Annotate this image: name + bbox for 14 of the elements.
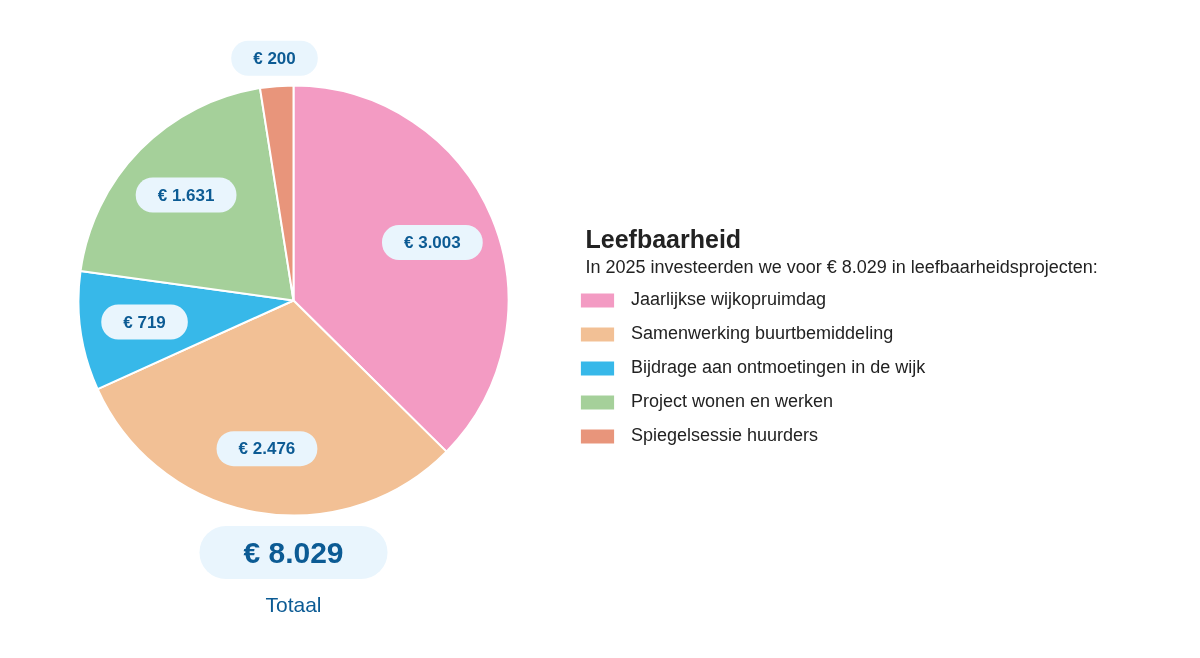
data-label: € 3.003	[404, 232, 461, 252]
data-label: € 719	[123, 312, 166, 332]
data-label: € 2.476	[238, 439, 296, 459]
data-label: € 1.631	[157, 185, 215, 205]
legend-label: Bijdrage aan ontmoetingen in de wijk	[631, 357, 926, 378]
legend-label: Spiegelsessie huurders	[631, 425, 819, 446]
data-label: € 200	[253, 48, 296, 68]
text: Totaal	[265, 593, 322, 616]
text: Leefbaarheid	[585, 224, 742, 253]
legend-label: Project wonen en werken	[631, 391, 834, 412]
legend-label: Samenwerking buurtbemiddeling	[631, 323, 894, 344]
text: € 8.029	[243, 536, 344, 569]
legend-label: Jaarlijkse wijkopruimdag	[631, 289, 827, 310]
text: In 2025 investeerden we voor € 8.029 in leefbaarheidsprojecten:	[585, 256, 1098, 277]
